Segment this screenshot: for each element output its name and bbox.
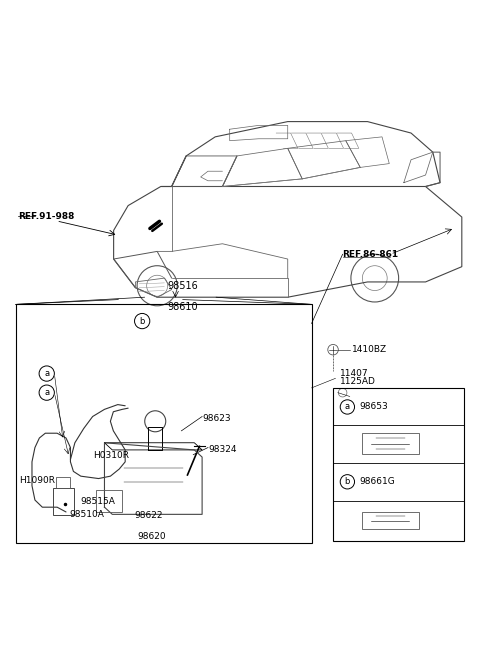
Text: 98623: 98623 [202, 414, 231, 424]
Text: a: a [44, 369, 49, 378]
Bar [56, 478, 70, 488]
Text: a: a [345, 402, 350, 412]
Bar [333, 388, 464, 541]
Bar [96, 490, 122, 512]
Text: REF.91-988: REF.91-988 [18, 212, 74, 220]
Text: 98622: 98622 [134, 511, 163, 520]
Text: REF.86-861: REF.86-861 [343, 250, 399, 259]
Text: H1090R: H1090R [19, 476, 55, 486]
Text: 11407: 11407 [340, 369, 369, 378]
Text: 98620: 98620 [137, 531, 166, 541]
Bar [16, 304, 312, 543]
Text: b: b [140, 316, 145, 326]
Text: a: a [44, 388, 49, 397]
Text: 98653: 98653 [360, 402, 388, 412]
Bar [362, 433, 419, 454]
Text: 1125AD: 1125AD [340, 377, 376, 386]
Text: 98661G: 98661G [360, 478, 395, 486]
Bar [52, 488, 73, 515]
Text: 98610: 98610 [168, 302, 198, 312]
Text: b: b [345, 478, 350, 486]
Text: 98324: 98324 [208, 446, 237, 454]
Text: 98515A: 98515A [81, 497, 116, 505]
Text: 98516: 98516 [168, 282, 198, 292]
Text: 98510A: 98510A [69, 510, 104, 519]
Text: 1410BZ: 1410BZ [352, 345, 387, 354]
Bar [362, 512, 419, 529]
Text: H0310R: H0310R [93, 452, 129, 460]
